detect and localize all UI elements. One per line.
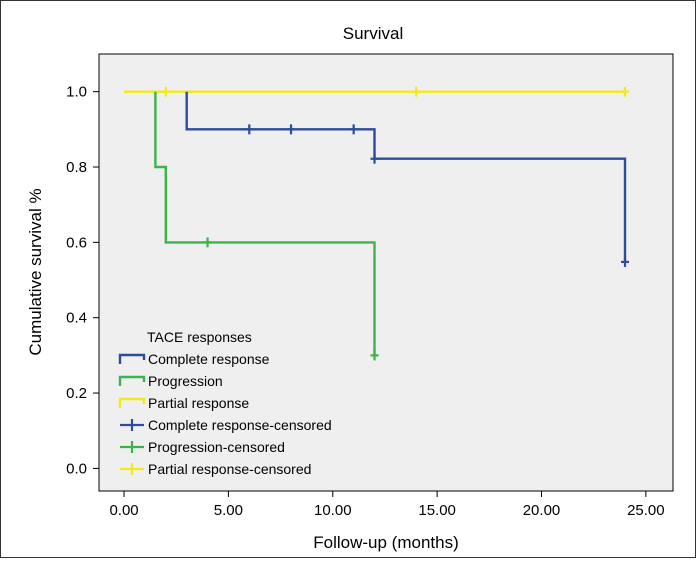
censor-mark-complete-response <box>620 256 629 267</box>
series-layer <box>124 86 629 361</box>
censor-mark-progression <box>203 237 212 248</box>
y-tick-label: 0.0 <box>66 460 87 477</box>
legend-label: Complete response-censored <box>148 417 332 433</box>
legend: TACE responses Complete response Progress… <box>118 329 332 477</box>
series-line-progression <box>154 91 376 356</box>
legend-label: Progression-censored <box>148 439 285 455</box>
legend-item: Progression <box>118 373 223 389</box>
y-tick-label: 0.4 <box>66 310 87 327</box>
x-axis-label: Follow-up (months) <box>313 533 459 552</box>
legend-item: Complete response-censored <box>120 417 332 433</box>
legend-censor-swatch <box>120 441 144 453</box>
y-tick-label: 0.8 <box>66 159 87 176</box>
chart-title: Survival <box>343 24 403 43</box>
legend-label: Complete response <box>148 351 270 367</box>
series-line-complete-response <box>185 91 627 262</box>
y-axis: 0.0 0.2 0.4 0.6 0.8 1.0 <box>66 84 99 477</box>
y-tick-label: 1.0 <box>66 84 87 101</box>
legend-item: Partial response-censored <box>120 461 311 477</box>
legend-label: Partial response-censored <box>148 461 311 477</box>
y-axis-label: Cumulative survival % <box>26 188 45 355</box>
legend-item: Partial response <box>118 395 249 411</box>
censor-mark-partial-response <box>620 86 629 97</box>
censor-mark-complete-response <box>370 153 379 164</box>
legend-step-swatch <box>118 375 146 386</box>
x-tick-label: 5.00 <box>214 502 243 519</box>
censor-mark-complete-response <box>349 124 358 135</box>
censor-mark-partial-response <box>161 86 170 97</box>
x-tick-label: 20.00 <box>523 502 561 519</box>
legend-item: Complete response <box>118 351 270 367</box>
censor-mark-partial-response <box>412 86 421 97</box>
x-tick-label: 10.00 <box>314 502 352 519</box>
legend-title: TACE responses <box>147 329 252 345</box>
legend-censor-swatch <box>120 419 144 431</box>
y-tick-label: 0.6 <box>66 234 87 251</box>
legend-label: Partial response <box>148 395 249 411</box>
legend-step-swatch <box>118 397 146 408</box>
legend-censor-swatch <box>120 463 144 475</box>
censor-mark-progression <box>370 350 379 361</box>
y-tick-label: 0.2 <box>66 385 87 402</box>
legend-label: Progression <box>148 373 223 389</box>
legend-step-swatch <box>118 353 146 364</box>
censor-mark-complete-response <box>287 124 296 135</box>
censor-mark-complete-response <box>245 124 254 135</box>
x-tick-label: 15.00 <box>418 502 456 519</box>
plot-area <box>98 53 674 492</box>
legend-item: Progression-censored <box>120 439 285 455</box>
x-tick-label: 0.00 <box>109 502 138 519</box>
x-tick-label: 25.00 <box>627 502 665 519</box>
x-axis: 0.00 5.00 10.00 15.00 20.00 25.00 <box>109 491 665 519</box>
